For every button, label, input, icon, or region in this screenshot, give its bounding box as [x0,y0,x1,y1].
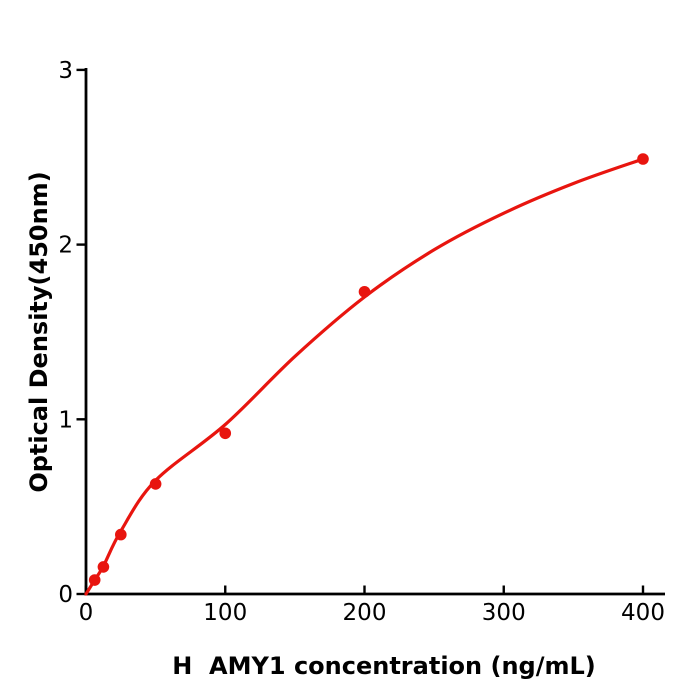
y-tick-label: 3 [58,58,73,84]
y-axis-title: Optical Density(450nm) [25,171,53,493]
y-tick-label: 2 [58,233,73,259]
data-point [115,528,127,541]
data-point [358,285,371,298]
y-tick-label: 1 [58,407,73,433]
x-tick-label: 0 [79,600,94,626]
fit-curve-path [84,157,645,596]
data-point [149,478,162,490]
x-tick-label: 100 [203,600,247,626]
x-tick-label: 200 [343,600,387,626]
data-point [97,561,110,573]
data-point [637,153,649,165]
x-tick-label: 400 [621,600,665,626]
data-point [219,427,232,440]
x-tick-label: 300 [482,600,526,626]
data-point [88,574,101,586]
y-tick-label: 0 [58,582,73,608]
x-axis-title: H AMY1 concentration (ng/mL) [172,652,596,680]
